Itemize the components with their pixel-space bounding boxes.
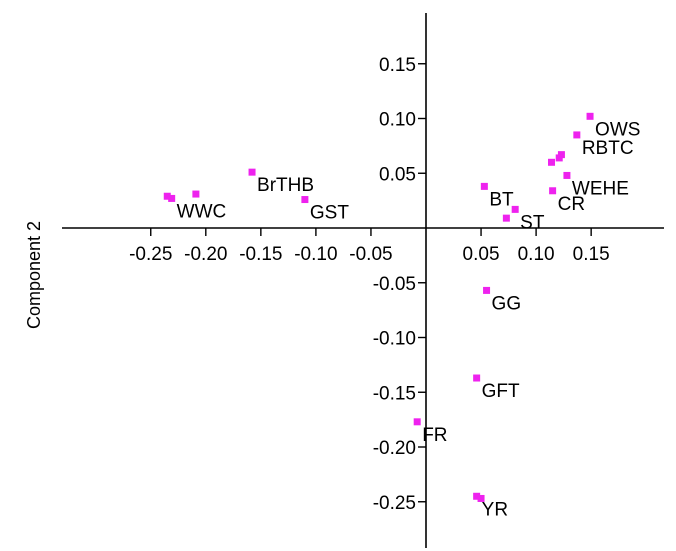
data-point — [548, 158, 556, 166]
x-tick-label: 0.05 — [463, 244, 500, 265]
x-tick-label: -0.15 — [239, 244, 282, 265]
x-tick-label: 0.10 — [518, 244, 555, 265]
data-point — [480, 182, 488, 190]
data-point — [549, 187, 557, 195]
point-label: GFT — [482, 381, 520, 402]
point-label: YR — [482, 499, 508, 520]
data-point — [168, 194, 176, 202]
y-tick-label: -0.10 — [373, 329, 416, 350]
y-tick-label: -0.20 — [373, 438, 416, 459]
data-point — [473, 374, 481, 382]
point-label: BrTHB — [257, 175, 314, 196]
data-point — [477, 494, 485, 502]
point-label: GST — [310, 203, 349, 224]
y-tick-label: -0.05 — [373, 274, 416, 295]
data-point — [557, 151, 565, 159]
y-tick-label: -0.25 — [373, 493, 416, 514]
data-point — [248, 168, 256, 176]
data-point — [586, 112, 594, 120]
x-tick-label: -0.25 — [129, 244, 172, 265]
point-label: WEHE — [572, 178, 629, 199]
point-label: FR — [422, 425, 447, 446]
point-label: ST — [520, 212, 545, 233]
tick-labels: -0.25 -0.20 -0.15 -0.10 -0.05 0.05 0.10 0.15 0.1… — [129, 55, 610, 514]
data-point — [483, 286, 491, 294]
data-point — [301, 196, 309, 204]
data-point — [511, 205, 519, 213]
data-point — [163, 192, 171, 200]
y-axis-title: Component 2 — [24, 221, 44, 329]
data-point — [563, 171, 571, 179]
data-point — [413, 418, 421, 426]
y-tick-label: 0.05 — [379, 164, 416, 185]
x-tick-label: 0.15 — [573, 244, 610, 265]
point-label: WWC — [177, 201, 227, 222]
data-point — [502, 214, 510, 222]
y-tick-label: 0.15 — [379, 55, 416, 76]
data-point — [473, 492, 481, 500]
tick-marks — [150, 63, 592, 503]
x-tick-label: -0.05 — [349, 244, 392, 265]
y-tick-label: 0.10 — [379, 110, 416, 131]
axes — [62, 13, 664, 548]
data-point — [192, 190, 200, 198]
x-tick-label: -0.20 — [184, 244, 227, 265]
point-label: OWS — [595, 119, 640, 140]
point-label: BT — [489, 189, 514, 210]
point-label: CR — [558, 194, 585, 215]
data-points — [163, 112, 594, 502]
data-point — [573, 131, 581, 139]
point-label: GG — [492, 293, 522, 314]
y-tick-label: -0.15 — [373, 383, 416, 404]
x-tick-label: -0.10 — [294, 244, 337, 265]
point-label: RBTC — [582, 138, 634, 159]
